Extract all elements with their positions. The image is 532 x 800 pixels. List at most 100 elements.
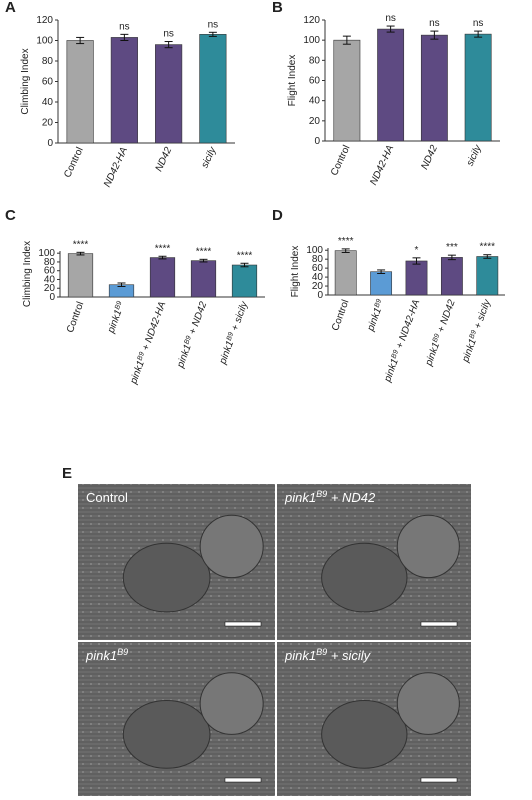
bar xyxy=(199,34,227,144)
scale-bar xyxy=(420,621,458,627)
x-tick-label: ND42 xyxy=(154,145,175,173)
significance: ns xyxy=(385,13,396,24)
y-tick-label: 40 xyxy=(312,272,324,283)
x-tick-label: pink1B9 xyxy=(365,298,387,333)
significance: **** xyxy=(73,239,89,250)
error-bar xyxy=(76,36,85,45)
organelle xyxy=(321,700,408,769)
error-bar xyxy=(164,41,173,49)
image-label: Control xyxy=(86,490,128,505)
y-axis-label: Flight Index xyxy=(287,55,298,107)
error-bar xyxy=(240,262,249,268)
bar xyxy=(334,250,357,296)
organelle xyxy=(396,514,460,579)
organelle xyxy=(396,672,460,735)
error-bar xyxy=(386,25,395,33)
significance: **** xyxy=(237,250,253,261)
panel-label: B xyxy=(272,0,283,16)
x-tick-label: pink1B9 xyxy=(105,300,127,335)
x-tick-label: pink1B9 + ND42-HA xyxy=(382,298,423,385)
error-bar xyxy=(117,282,126,287)
y-tick-label: 100 xyxy=(303,35,320,46)
y-tick-label: 80 xyxy=(309,55,321,66)
bar xyxy=(370,271,393,296)
x-tick-label: Control xyxy=(65,300,86,334)
scale-bar xyxy=(420,777,458,783)
bar xyxy=(149,257,176,298)
bar xyxy=(464,33,492,142)
panel-label: A xyxy=(5,0,16,16)
x-tick-label: ND42 xyxy=(419,143,440,171)
y-tick-label: 0 xyxy=(317,290,323,301)
error-bar xyxy=(483,254,492,259)
error-bar xyxy=(76,251,85,256)
organelle xyxy=(321,542,408,613)
bar xyxy=(67,253,94,298)
y-tick-label: 40 xyxy=(42,97,54,108)
image-label: pink1B9 + ND42 xyxy=(284,489,376,505)
y-tick-label: 20 xyxy=(42,118,54,129)
image-label: pink1B9 xyxy=(85,647,128,663)
significance: **** xyxy=(155,243,171,254)
x-tick-label: ND42-HA xyxy=(102,145,130,189)
y-tick-label: 120 xyxy=(36,15,53,26)
y-tick-label: 120 xyxy=(303,15,320,26)
y-axis-label: Flight Index xyxy=(290,246,301,298)
organelle xyxy=(122,700,211,769)
y-tick-label: 40 xyxy=(44,274,56,285)
bar xyxy=(66,40,94,144)
significance: ns xyxy=(429,18,440,29)
panel-label: D xyxy=(272,207,283,224)
x-tick-label: Control xyxy=(62,146,86,180)
bar xyxy=(155,44,183,144)
bar xyxy=(420,34,448,142)
y-tick-label: 80 xyxy=(44,257,56,268)
y-tick-label: 100 xyxy=(36,36,53,47)
bar xyxy=(231,264,258,298)
panel-label: E xyxy=(62,465,72,482)
y-tick-label: 0 xyxy=(49,292,55,303)
x-tick-label: sicily xyxy=(199,145,219,170)
significance: *** xyxy=(446,242,458,253)
error-bar xyxy=(342,35,351,45)
error-bar xyxy=(377,269,386,275)
x-tick-label: pink1B9 + ND42 xyxy=(174,300,209,371)
bar xyxy=(190,260,217,298)
error-bar xyxy=(158,255,167,260)
panel-label: C xyxy=(5,207,16,224)
significance: ns xyxy=(208,19,219,30)
image-label: pink1B9 + sicily xyxy=(284,647,372,663)
significance: **** xyxy=(338,236,354,247)
error-bar xyxy=(341,248,350,253)
bar xyxy=(476,256,499,296)
error-bar xyxy=(412,257,421,265)
y-tick-label: 60 xyxy=(44,266,56,277)
error-bar xyxy=(447,254,456,261)
x-tick-label: Control xyxy=(330,298,351,332)
y-tick-label: 60 xyxy=(312,263,324,274)
bar xyxy=(440,257,463,296)
error-bar xyxy=(208,31,217,37)
y-tick-label: 0 xyxy=(314,136,320,147)
significance: **** xyxy=(196,246,212,257)
significance: ns xyxy=(473,18,484,29)
y-tick-label: 80 xyxy=(42,56,54,67)
organelle xyxy=(199,672,264,735)
x-tick-label: ND42-HA xyxy=(368,143,396,187)
significance: ns xyxy=(119,21,130,32)
error-bar xyxy=(120,33,129,41)
significance: ns xyxy=(163,29,174,40)
y-axis-label: Climbing Index xyxy=(22,241,33,307)
y-axis-label: Climbing Index xyxy=(20,48,31,114)
bar xyxy=(405,260,428,296)
y-tick-label: 100 xyxy=(38,248,55,259)
error-bar xyxy=(430,30,439,40)
bar xyxy=(110,37,138,144)
y-tick-label: 20 xyxy=(309,116,321,127)
y-tick-label: 20 xyxy=(44,283,56,294)
error-bar xyxy=(474,30,483,38)
error-bar xyxy=(199,258,208,263)
y-tick-label: 0 xyxy=(47,138,53,149)
x-tick-label: sicily xyxy=(465,143,485,168)
